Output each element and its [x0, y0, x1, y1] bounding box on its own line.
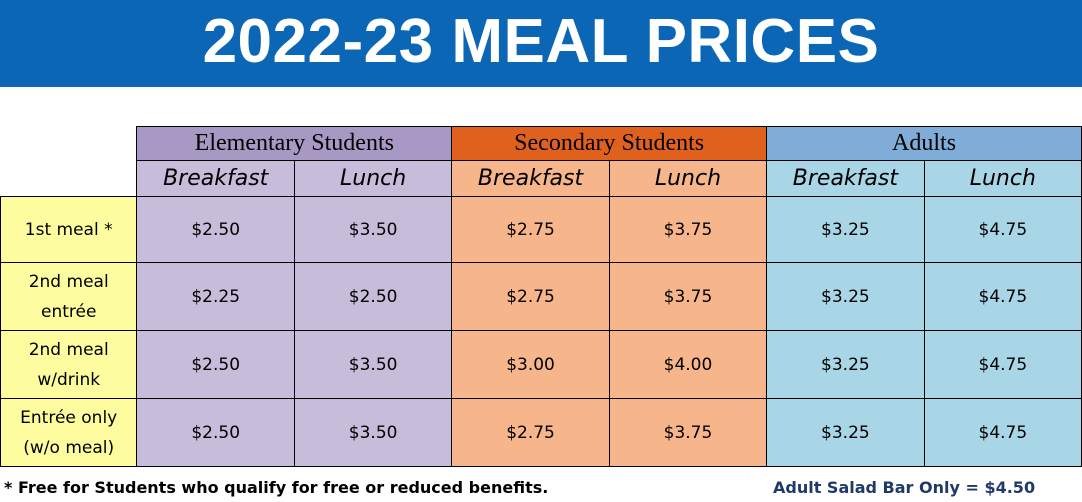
- price-cell: $4.00: [608, 330, 768, 399]
- price-cell: $3.50: [293, 196, 453, 263]
- row-label-line2: (w/o meal): [23, 437, 115, 458]
- group-header-row: Elementary Students Secondary Students A…: [0, 126, 1082, 161]
- title-banner: 2022-23 MEAL PRICES: [0, 0, 1082, 87]
- row-label: Entrée only (w/o meal): [0, 398, 138, 467]
- corner-blank: [0, 160, 137, 197]
- price-cell: $2.50: [136, 196, 295, 263]
- price-cell: $3.25: [766, 398, 925, 467]
- page-title: 2022-23 MEAL PRICES: [202, 6, 880, 76]
- row-label-line1: 2nd meal: [28, 271, 109, 292]
- footnote: * Free for Students who qualify for free…: [4, 478, 549, 497]
- price-cell: $2.25: [136, 262, 295, 331]
- price-cell: $4.75: [923, 330, 1082, 399]
- row-label-line1: 1st meal *: [24, 219, 113, 240]
- row-label: 1st meal *: [0, 196, 138, 263]
- price-cell: $2.50: [136, 398, 295, 467]
- price-cell: $3.50: [293, 330, 453, 399]
- price-cell: $3.75: [608, 398, 768, 467]
- row-label: 2nd meal entrée: [0, 262, 138, 331]
- row-label-line2: w/drink: [37, 369, 101, 390]
- row-label: 2nd meal w/drink: [0, 330, 138, 399]
- price-cell: $3.50: [293, 398, 453, 467]
- price-cell: $3.00: [451, 330, 610, 399]
- meal-type-header-row: Breakfast Lunch Breakfast Lunch Breakfas…: [0, 160, 1082, 197]
- price-cell: $4.75: [923, 196, 1082, 263]
- price-cell: $3.25: [766, 196, 925, 263]
- price-cell: $3.25: [766, 330, 925, 399]
- table-row: Entrée only (w/o meal) $2.50 $3.50 $2.75…: [0, 398, 1082, 467]
- row-label-line2: entrée: [40, 301, 97, 322]
- salad-bar-note: Adult Salad Bar Only = $4.50: [773, 478, 1036, 497]
- price-cell: $2.75: [451, 398, 610, 467]
- meal-price-table: Elementary Students Secondary Students A…: [0, 126, 1082, 467]
- price-cell: $2.50: [293, 262, 453, 331]
- table-row: 1st meal * $2.50 $3.50 $2.75 $3.75 $3.25…: [0, 196, 1082, 263]
- group-header-elementary: Elementary Students: [136, 126, 453, 161]
- subheader-secondary-lunch: Lunch: [608, 160, 768, 197]
- row-label-line1: Entrée only: [20, 407, 118, 428]
- price-cell: $2.75: [451, 196, 610, 263]
- group-header-adults: Adults: [766, 126, 1082, 161]
- subheader-adults-breakfast: Breakfast: [766, 160, 925, 197]
- table-row: 2nd meal entrée $2.25 $2.50 $2.75 $3.75 …: [0, 262, 1082, 331]
- row-label-line1: 2nd meal: [28, 339, 109, 360]
- subheader-elementary-breakfast: Breakfast: [136, 160, 295, 197]
- corner-blank: [0, 126, 137, 161]
- subheader-secondary-breakfast: Breakfast: [451, 160, 610, 197]
- table-row: 2nd meal w/drink $2.50 $3.50 $3.00 $4.00…: [0, 330, 1082, 399]
- price-cell: $2.75: [451, 262, 610, 331]
- price-cell: $4.75: [923, 398, 1082, 467]
- price-cell: $3.75: [608, 262, 768, 331]
- subheader-elementary-lunch: Lunch: [293, 160, 453, 197]
- price-cell: $4.75: [923, 262, 1082, 331]
- group-header-secondary: Secondary Students: [451, 126, 768, 161]
- subheader-adults-lunch: Lunch: [923, 160, 1082, 197]
- price-cell: $2.50: [136, 330, 295, 399]
- price-cell: $3.25: [766, 262, 925, 331]
- price-cell: $3.75: [608, 196, 768, 263]
